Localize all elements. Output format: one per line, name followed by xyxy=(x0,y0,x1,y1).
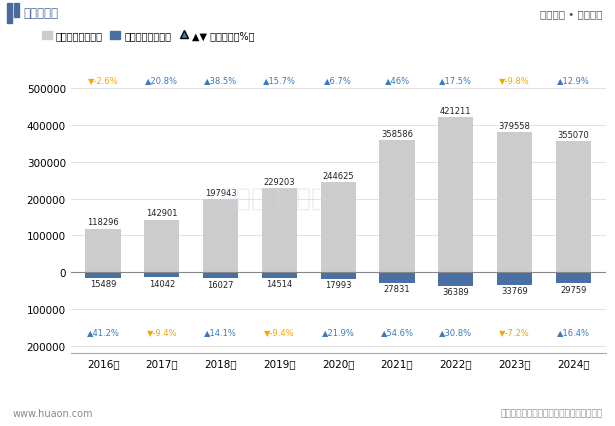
Bar xyxy=(556,142,591,273)
Bar xyxy=(145,220,180,273)
Text: 专业严谨 • 客观科学: 专业严谨 • 客观科学 xyxy=(540,9,603,19)
Text: 197943: 197943 xyxy=(205,189,237,198)
Text: 118296: 118296 xyxy=(87,218,119,227)
Bar xyxy=(320,273,356,279)
Text: 27831: 27831 xyxy=(384,284,410,294)
Bar xyxy=(14,4,19,18)
Text: ▼-9.4%: ▼-9.4% xyxy=(146,327,177,336)
Bar xyxy=(497,273,532,285)
Text: ▲30.8%: ▲30.8% xyxy=(439,327,472,336)
Text: 229203: 229203 xyxy=(264,177,295,186)
Bar xyxy=(438,118,474,273)
Text: ▼-9.4%: ▼-9.4% xyxy=(264,327,295,336)
Text: www.huaon.com: www.huaon.com xyxy=(12,408,93,418)
Text: ▲17.5%: ▲17.5% xyxy=(439,76,472,85)
Bar xyxy=(203,200,238,273)
Bar xyxy=(7,4,12,23)
Bar xyxy=(145,273,180,278)
Text: 244625: 244625 xyxy=(322,171,354,181)
Text: 358586: 358586 xyxy=(381,130,413,138)
Text: ▲12.9%: ▲12.9% xyxy=(557,76,590,85)
Bar xyxy=(379,273,415,283)
Text: ▲38.5%: ▲38.5% xyxy=(204,76,237,85)
Text: ▲15.7%: ▲15.7% xyxy=(263,76,296,85)
Text: ▲16.4%: ▲16.4% xyxy=(557,327,590,336)
Bar xyxy=(262,188,297,273)
Text: 36389: 36389 xyxy=(442,288,469,296)
Text: ▲20.8%: ▲20.8% xyxy=(145,76,178,85)
Text: 33769: 33769 xyxy=(501,287,528,296)
Legend: 出口额（万美元）, 进口额（万美元）, ▲▼ 同比增长（%）: 出口额（万美元）, 进口额（万美元）, ▲▼ 同比增长（%） xyxy=(38,27,259,45)
Text: 14042: 14042 xyxy=(149,279,175,288)
Text: 2016-2024年10月宣城市(境内目的地/货源地)进、出口额: 2016-2024年10月宣城市(境内目的地/货源地)进、出口额 xyxy=(159,37,456,52)
Text: 142901: 142901 xyxy=(146,209,178,218)
Text: 355070: 355070 xyxy=(558,131,589,140)
Bar xyxy=(379,141,415,273)
Bar xyxy=(438,273,474,286)
Text: 16027: 16027 xyxy=(207,280,234,289)
Text: ▼-9.8%: ▼-9.8% xyxy=(499,76,530,85)
Bar xyxy=(85,273,121,278)
Bar xyxy=(497,133,532,273)
Text: ▲46%: ▲46% xyxy=(384,76,410,85)
Text: ▼-2.6%: ▼-2.6% xyxy=(88,76,119,85)
Text: 华经情报网: 华经情报网 xyxy=(23,7,58,20)
Text: 14514: 14514 xyxy=(266,279,293,288)
Bar xyxy=(85,229,121,273)
Text: 17993: 17993 xyxy=(325,281,352,290)
Text: ▲21.9%: ▲21.9% xyxy=(322,327,355,336)
Bar xyxy=(320,183,356,273)
Bar xyxy=(556,273,591,284)
Text: ▲41.2%: ▲41.2% xyxy=(87,327,119,336)
Text: ▲14.1%: ▲14.1% xyxy=(204,327,237,336)
Text: 数据来源：中国海关；华经产业研究院整理: 数据来源：中国海关；华经产业研究院整理 xyxy=(501,409,603,417)
Text: ▼-7.2%: ▼-7.2% xyxy=(499,327,530,336)
Text: 15489: 15489 xyxy=(90,280,116,289)
Text: 379558: 379558 xyxy=(499,122,531,131)
Bar xyxy=(262,273,297,278)
Text: ▲54.6%: ▲54.6% xyxy=(381,327,413,336)
Bar xyxy=(203,273,238,279)
Text: ▲6.7%: ▲6.7% xyxy=(324,76,352,85)
Text: 29759: 29759 xyxy=(560,285,587,294)
Text: 421211: 421211 xyxy=(440,106,472,115)
Text: 华经产业研究院: 华经产业研究院 xyxy=(221,186,327,210)
